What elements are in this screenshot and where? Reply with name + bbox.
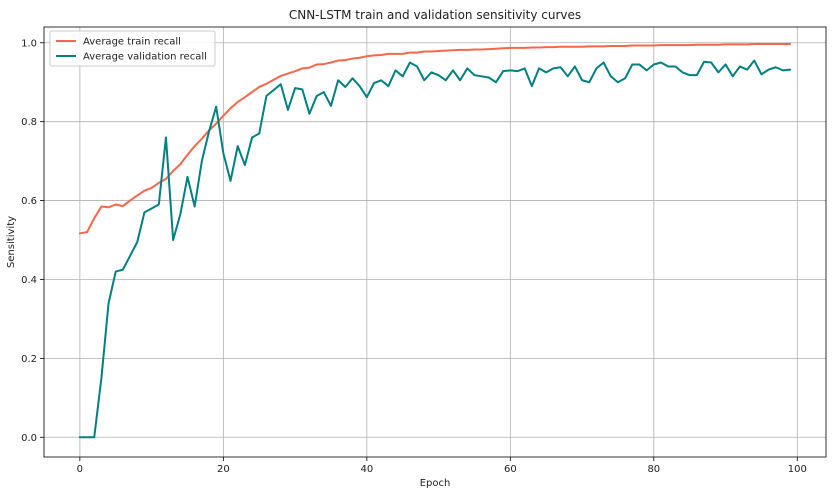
y-tick-label: 0.0: [21, 433, 37, 444]
y-tick-label: 0.2: [21, 354, 37, 365]
x-axis-label: Epoch: [420, 478, 451, 489]
x-tick-label: 100: [788, 464, 807, 475]
series-lines: [78, 42, 792, 439]
y-tick-label: 0.8: [21, 117, 37, 128]
x-tick-label: 0: [77, 464, 83, 475]
y-tick-label: 1.0: [21, 38, 37, 49]
plot-area-frame: [43, 26, 827, 458]
grid: [44, 27, 826, 457]
x-tick-label: 80: [647, 464, 660, 475]
series-line-train-recall: [78, 42, 792, 235]
y-tick-label: 0.6: [21, 196, 37, 207]
y-tick-label: 0.4: [21, 275, 37, 286]
legend-box: [49, 30, 216, 67]
x-tick-label: 40: [360, 464, 373, 475]
legend-label: Average train recall: [83, 37, 181, 48]
y-axis-label: Sensitivity: [6, 216, 17, 268]
legend: Average train recall Average validation r…: [49, 30, 216, 67]
chart-title: CNN-LSTM train and validation sensitivit…: [289, 8, 581, 22]
legend-label: Average validation recall: [83, 52, 207, 63]
series-line-validation-recall: [78, 59, 792, 439]
axis-ticks: 0 20 40 60 80 100 0.0 0.2 0.4 0.6 0.8 1.0: [21, 38, 807, 475]
x-tick-label: 60: [504, 464, 517, 475]
x-tick-label: 20: [217, 464, 230, 475]
